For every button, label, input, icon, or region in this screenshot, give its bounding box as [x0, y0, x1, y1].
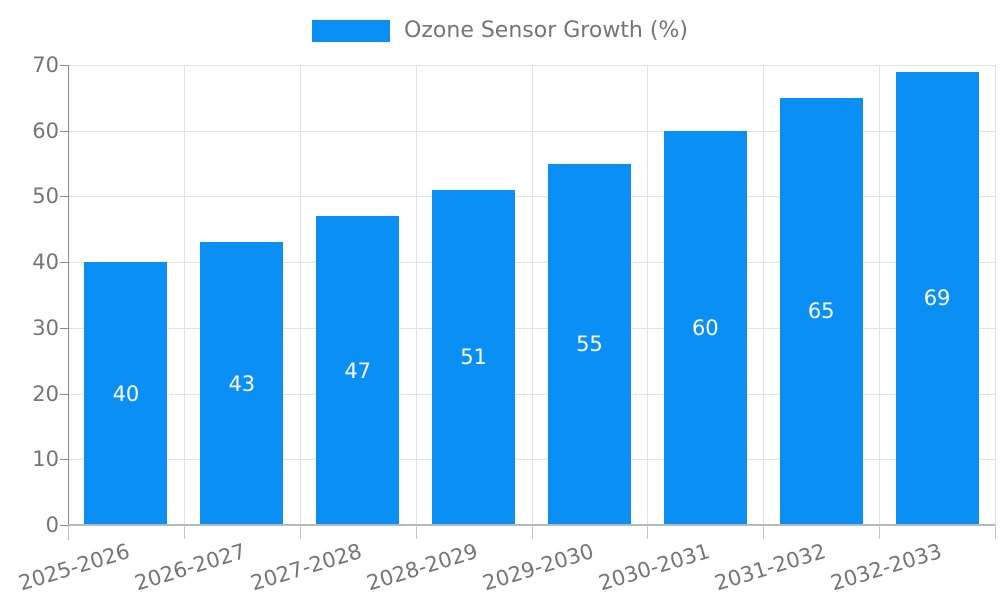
y-tick-label-10: 10 — [32, 447, 59, 472]
x-tick-5 — [647, 525, 649, 539]
v-gridline-4 — [531, 65, 533, 525]
v-gridline-6 — [763, 65, 765, 525]
bar-2025-2026[interactable]: 40 — [84, 262, 168, 525]
y-tick-30 — [60, 327, 68, 329]
bar-value-label: 40 — [112, 381, 140, 406]
bar-value-label: 47 — [344, 358, 372, 383]
v-gridline-5 — [647, 65, 649, 525]
x-tick-4 — [531, 525, 533, 539]
y-tick-60 — [60, 130, 68, 132]
x-tick-3 — [415, 525, 417, 539]
v-gridline-7 — [879, 65, 881, 525]
bar-value-label: 51 — [460, 345, 487, 370]
x-tick-label-2032-2033: 2032-2033 — [827, 539, 945, 596]
bar-2026-2027[interactable]: 43 — [200, 242, 284, 525]
bar-2032-2033[interactable]: 69 — [895, 71, 979, 525]
x-tick-label-2030-2031: 2030-2031 — [595, 539, 713, 596]
y-tick-label-60: 60 — [32, 118, 59, 143]
y-tick-0 — [60, 525, 68, 526]
y-tick-label-30: 30 — [32, 315, 59, 340]
y-tick-50 — [60, 196, 68, 198]
y-tick-label-70: 70 — [32, 53, 59, 77]
x-tick-label-2027-2028: 2027-2028 — [248, 539, 365, 596]
bar-2031-2032[interactable]: 65 — [779, 97, 863, 525]
v-gridline-3 — [415, 65, 417, 525]
bar-2029-2030[interactable]: 55 — [547, 163, 631, 525]
bar-2027-2028[interactable]: 47 — [316, 216, 400, 525]
chart-legend: Ozone Sensor Growth (%) — [0, 18, 1000, 43]
y-tick-20 — [60, 393, 68, 395]
y-tick-40 — [60, 262, 68, 264]
bar-2030-2031[interactable]: 60 — [663, 130, 747, 525]
x-tick-0 — [68, 525, 69, 539]
x-tick-1 — [183, 525, 185, 539]
x-tick-label-2031-2032: 2031-2032 — [711, 539, 829, 596]
y-tick-label-50: 50 — [32, 184, 59, 209]
bar-value-label: 55 — [576, 332, 603, 357]
legend-label: Ozone Sensor Growth (%) — [404, 18, 688, 43]
y-tick-label-0: 0 — [45, 513, 59, 537]
bar-value-label: 65 — [807, 299, 835, 324]
bar-value-label: 60 — [691, 315, 719, 340]
y-axis-line — [68, 65, 69, 540]
x-tick-7 — [879, 525, 881, 539]
x-tick-label-2028-2029: 2028-2029 — [364, 539, 481, 596]
legend-item-ozone-sensor-growth[interactable]: Ozone Sensor Growth (%) — [312, 18, 688, 43]
x-tick-6 — [763, 525, 765, 539]
bar-2028-2029[interactable]: 51 — [432, 189, 516, 525]
x-tick-label-2029-2030: 2029-2030 — [479, 539, 597, 596]
x-tick-label-2025-2026: 2025-2026 — [16, 539, 133, 596]
y-tick-10 — [60, 459, 68, 461]
y-tick-label-20: 20 — [32, 381, 59, 406]
legend-swatch — [312, 19, 391, 42]
bar-value-label: 43 — [228, 371, 256, 396]
v-gridline-2 — [299, 65, 301, 525]
v-gridline-8 — [995, 65, 996, 525]
x-tick-8 — [995, 525, 996, 539]
y-tick-70 — [60, 65, 68, 66]
x-tick-2 — [299, 525, 301, 539]
x-tick-label-2026-2027: 2026-2027 — [132, 539, 249, 596]
bar-value-label: 69 — [923, 286, 951, 311]
v-gridline-1 — [183, 65, 185, 525]
y-tick-label-40: 40 — [32, 250, 59, 275]
plot-area: 40 43 47 51 55 60 65 69 — [60, 65, 996, 540]
